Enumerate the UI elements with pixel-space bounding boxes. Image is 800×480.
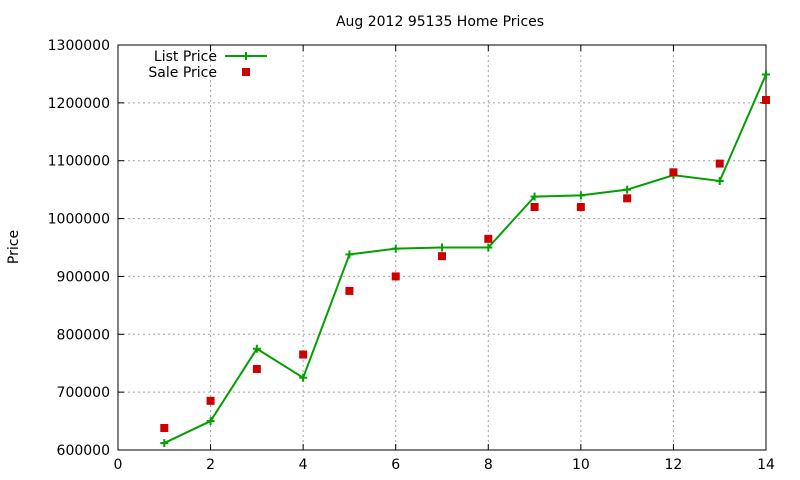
x-tick-label: 4 bbox=[299, 457, 308, 473]
list-price-point bbox=[345, 250, 354, 259]
y-tick-label: 800000 bbox=[57, 327, 110, 343]
y-axis: 600000 700000 800000 900000 1000000 1100000 12… bbox=[48, 38, 766, 459]
sale-price-point bbox=[160, 424, 169, 433]
x-axis: 0 2 4 6 8 10 12 14 bbox=[114, 45, 775, 473]
chart-title: Aug 2012 95135 Home Prices bbox=[336, 14, 544, 30]
sale-price-point bbox=[252, 365, 261, 373]
list-price-point bbox=[206, 417, 215, 426]
sale-price-point bbox=[530, 203, 539, 211]
y-tick-label: 1000000 bbox=[48, 212, 110, 228]
sale-price-point bbox=[438, 252, 446, 261]
sale-price-point bbox=[206, 396, 215, 405]
list-price-point bbox=[438, 243, 446, 252]
sale-price-point bbox=[623, 194, 632, 203]
list-price-line bbox=[163, 74, 767, 444]
legend: List Price Sale Price bbox=[148, 49, 267, 81]
x-tick-label: 12 bbox=[665, 457, 683, 473]
list-price-point bbox=[391, 244, 400, 253]
legend-marker-list-price bbox=[242, 52, 250, 60]
legend-swatch-sale-price bbox=[242, 68, 250, 76]
y-tick-label: 600000 bbox=[57, 443, 110, 459]
list-price-point bbox=[160, 439, 169, 448]
y-tick-label: 1200000 bbox=[48, 96, 110, 112]
list-price-point bbox=[762, 70, 770, 79]
sale-price-point bbox=[345, 286, 354, 295]
list-price-point bbox=[484, 243, 493, 252]
sale-price-point bbox=[484, 234, 493, 243]
y-tick-label: 1300000 bbox=[48, 38, 110, 54]
x-tick-label: 2 bbox=[206, 457, 215, 473]
sale-price-point bbox=[715, 159, 724, 168]
list-price-point bbox=[576, 191, 585, 200]
x-tick-label: 8 bbox=[484, 457, 493, 473]
y-tick-label: 1100000 bbox=[48, 154, 110, 170]
plot-frame bbox=[117, 44, 767, 451]
grid bbox=[118, 45, 766, 450]
sale-price-point bbox=[391, 272, 400, 281]
list-price-point bbox=[252, 344, 261, 353]
sale-price-point bbox=[576, 203, 585, 211]
y-axis-label: Price bbox=[6, 230, 22, 264]
list-price-point bbox=[299, 373, 308, 382]
sale-price-point bbox=[299, 350, 308, 359]
legend-label-sale-price: Sale Price bbox=[148, 65, 217, 81]
series bbox=[160, 70, 770, 448]
sale-price-point bbox=[762, 95, 770, 104]
y-tick-label: 900000 bbox=[57, 269, 110, 285]
sale-price-point bbox=[669, 168, 678, 177]
list-price-point bbox=[623, 185, 632, 194]
x-tick-label: 0 bbox=[114, 457, 123, 473]
y-tick-label: 700000 bbox=[57, 385, 110, 401]
legend-label-list-price: List Price bbox=[154, 49, 217, 65]
x-tick-label: 10 bbox=[572, 457, 590, 473]
x-tick-label: 14 bbox=[757, 457, 775, 473]
x-tick-label: 6 bbox=[391, 457, 400, 473]
list-price-point bbox=[715, 176, 724, 185]
list-price-point bbox=[530, 192, 539, 201]
